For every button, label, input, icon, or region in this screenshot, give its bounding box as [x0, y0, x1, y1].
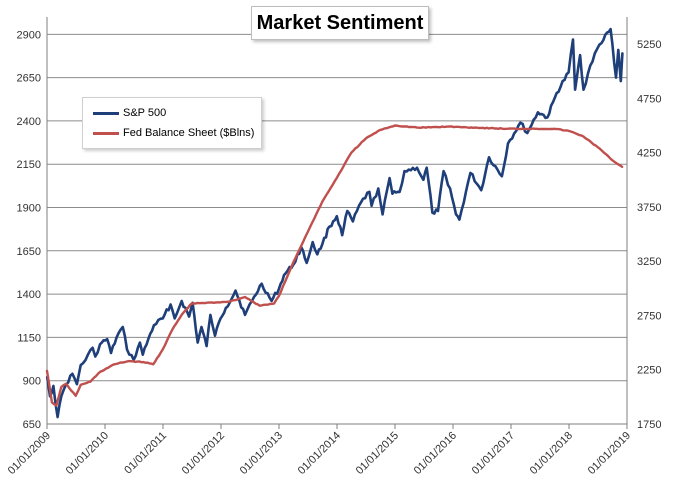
- gridlines: [47, 33, 627, 382]
- left-tick-label: 2650: [17, 73, 41, 85]
- chart-title: Market Sentiment: [251, 6, 429, 40]
- legend-label-sp500: S&P 500: [123, 107, 167, 119]
- right-axis-ticks: 1750 2250 2750 3250 3750 4250 4750 5250: [637, 39, 661, 431]
- right-tick-label: 3250: [637, 256, 661, 268]
- left-tick-label: 2150: [17, 159, 41, 171]
- x-tick-label: 01/01/2014: [296, 430, 343, 477]
- left-tick-label: 2400: [17, 116, 41, 128]
- right-tick-label: 2250: [637, 365, 661, 377]
- legend-label-fed-balance: Fed Balance Sheet ($Blns): [123, 127, 255, 139]
- left-tick-label: 1650: [17, 246, 41, 258]
- legend-entry-sp500: S&P 500: [93, 107, 166, 119]
- left-tick-label: 1150: [17, 332, 41, 344]
- right-tick-label: 2750: [637, 310, 661, 322]
- x-tick-label: 01/01/2012: [180, 430, 227, 477]
- left-tick-label: 1400: [17, 289, 41, 301]
- right-tick-label: 4750: [637, 93, 661, 105]
- series-line-sp500: [45, 27, 624, 419]
- x-tick-label: 01/01/2010: [64, 430, 111, 477]
- right-tick-label: 3750: [637, 202, 661, 214]
- legend-swatch-sp500: [93, 111, 119, 115]
- legend: S&P 500 Fed Balance Sheet ($Blns): [82, 97, 262, 149]
- series: [45, 27, 624, 419]
- left-tick-label: 650: [23, 419, 41, 431]
- series-line-fed-balance: [45, 124, 624, 407]
- x-tick-label: 01/01/2015: [354, 430, 401, 477]
- right-tick-label: 1750: [637, 419, 661, 431]
- legend-swatch-fed-balance: [93, 131, 119, 135]
- x-tick-label: 01/01/2017: [470, 430, 517, 477]
- x-axis-ticks: 01/01/2009 01/01/2010 01/01/2011 01/01/2012…: [6, 424, 633, 477]
- x-tick-label: 01/01/2016: [412, 430, 459, 477]
- left-tick-label: 2900: [17, 29, 41, 41]
- x-tick-label: 01/01/2009: [6, 430, 53, 477]
- x-tick-label: 01/01/2013: [238, 430, 285, 477]
- right-tick-label: 4250: [637, 148, 661, 160]
- right-tick-label: 5250: [637, 39, 661, 51]
- left-tick-label: 900: [23, 376, 41, 388]
- x-tick-label: 01/01/2011: [122, 430, 169, 477]
- x-tick-label: 01/01/2018: [528, 430, 575, 477]
- x-tick-label: 01/01/2019: [586, 430, 633, 477]
- left-tick-label: 1900: [17, 203, 41, 215]
- legend-entry-fed-balance: Fed Balance Sheet ($Blns): [93, 127, 254, 139]
- left-axis-ticks: 650 900 1150 1400 1650 1900 2150 2400 2650 2900: [17, 29, 41, 431]
